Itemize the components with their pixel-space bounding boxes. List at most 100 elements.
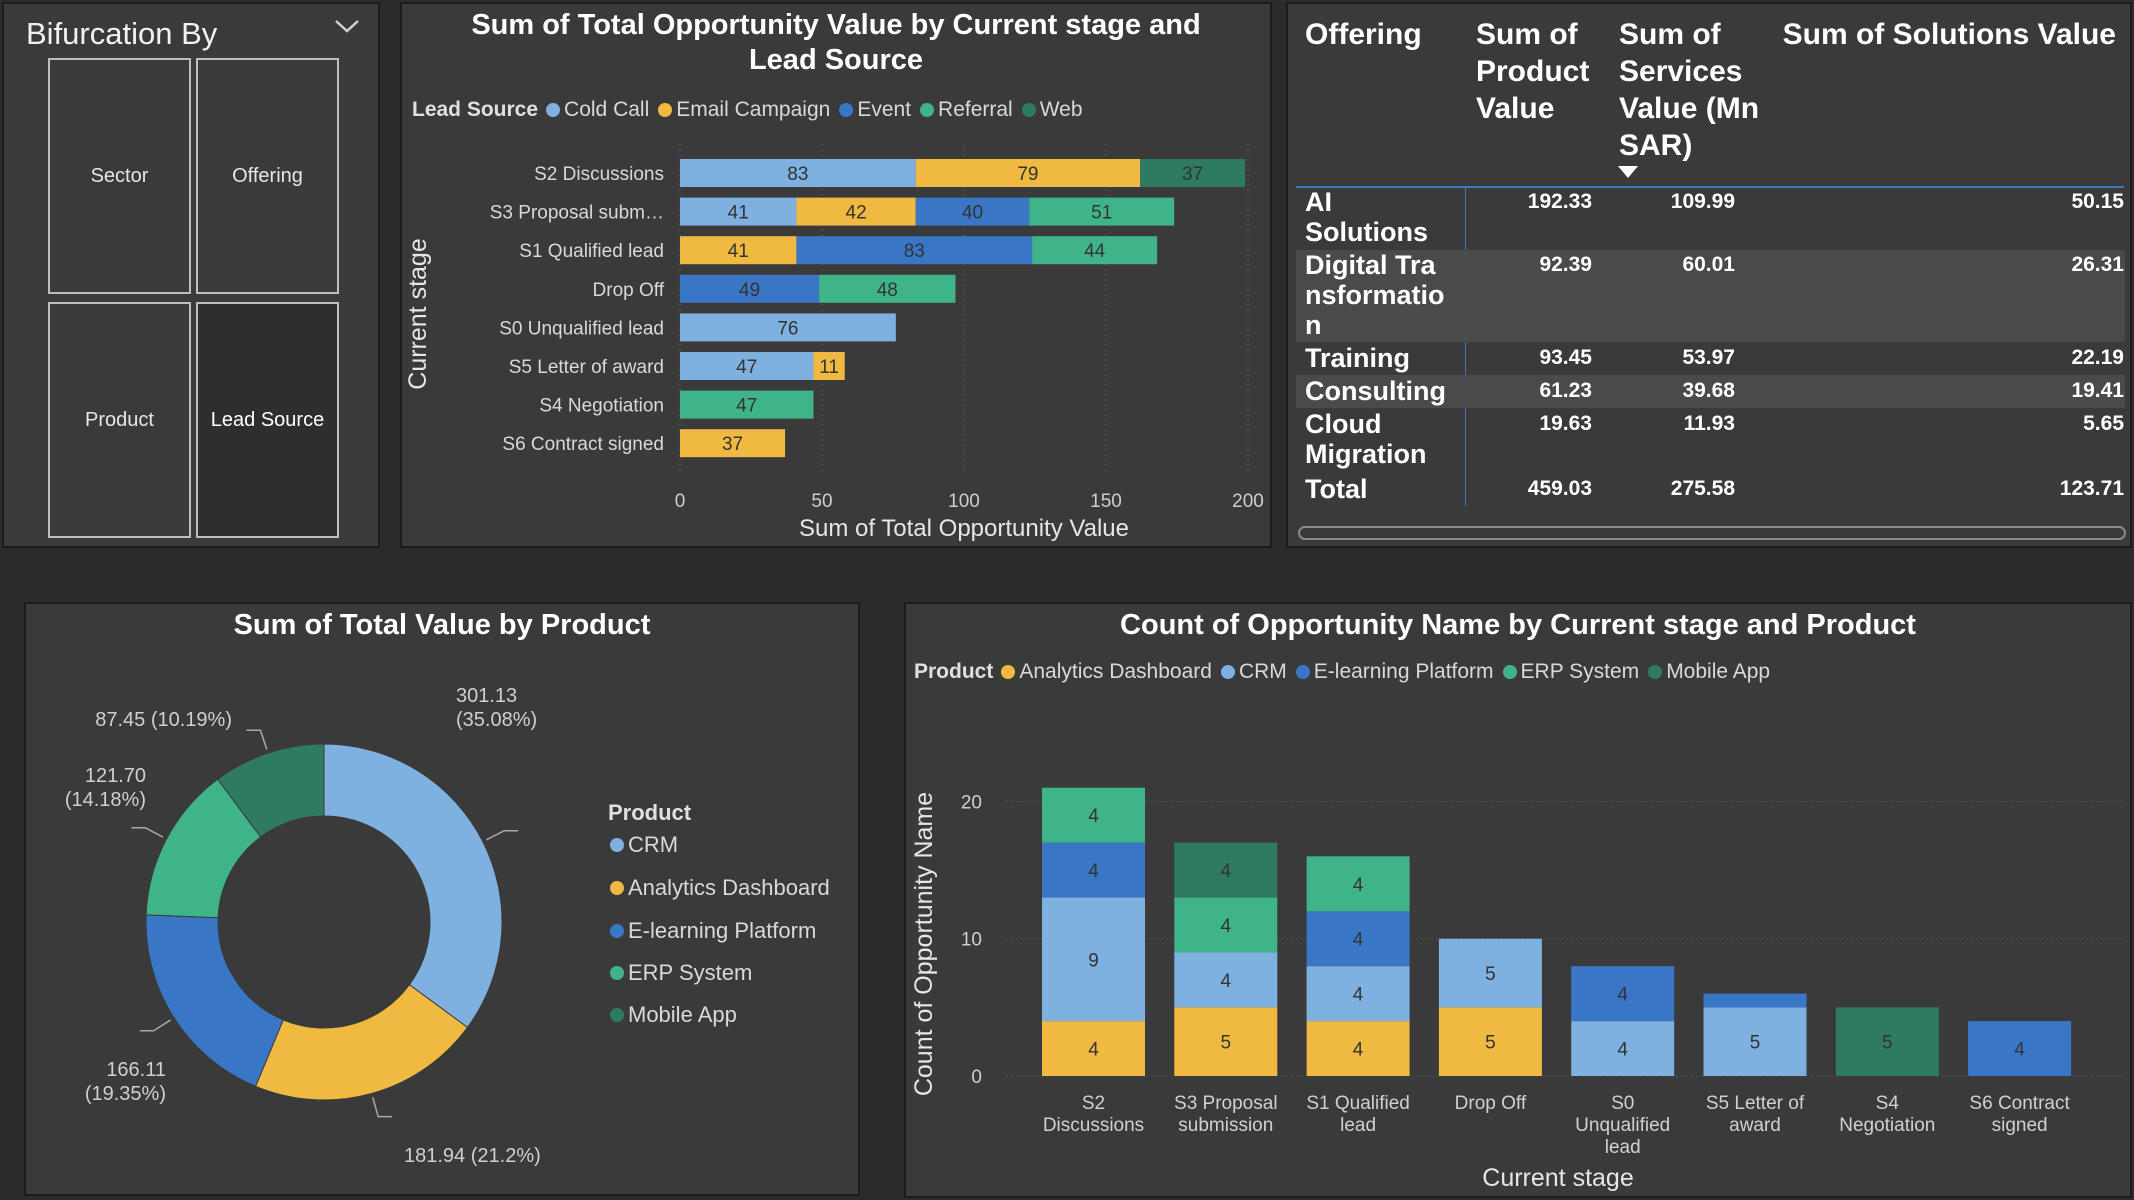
legend-label: Email Campaign bbox=[676, 98, 831, 121]
x-tick-label: Drop Off bbox=[1455, 1093, 1527, 1114]
slice-e-learning-platform[interactable] bbox=[145, 914, 284, 1087]
column-crm[interactable] bbox=[1703, 1007, 1807, 1076]
legend-item-analytics-dashboard[interactable]: Analytics Dashboard bbox=[1001, 660, 1212, 684]
bar-event[interactable] bbox=[915, 197, 1030, 226]
cell-product: 192.33 bbox=[1527, 190, 1592, 213]
bar-email-campaign[interactable] bbox=[796, 197, 916, 226]
column-e-learning-platform[interactable] bbox=[1968, 1021, 2072, 1076]
column-mobile-app[interactable] bbox=[1835, 1007, 1939, 1076]
legend-label: ERP System bbox=[628, 960, 753, 985]
column-analytics-dashboard[interactable] bbox=[1438, 1007, 1542, 1076]
legend-item-e-learning-platform[interactable]: E-learning Platform bbox=[1295, 660, 1494, 684]
col-header-solutions-value[interactable]: Sum of Solutions Value bbox=[1782, 18, 2116, 51]
column-erp-system[interactable] bbox=[1306, 856, 1410, 912]
column-erp-system[interactable] bbox=[1174, 897, 1278, 953]
column-crm[interactable] bbox=[1438, 938, 1542, 1008]
column-crm[interactable] bbox=[1042, 897, 1145, 1022]
col-header-services-value[interactable]: Sum of Services Value (Mn SAR) bbox=[1619, 18, 1760, 162]
legend-item-erp-system[interactable]: ERP System bbox=[1502, 660, 1639, 684]
legend-label: CRM bbox=[1238, 660, 1287, 683]
column-crm[interactable] bbox=[1174, 952, 1278, 1008]
y-tick-label: S3 Proposal subm… bbox=[490, 203, 664, 224]
bar-event[interactable] bbox=[796, 236, 1033, 265]
chevron-down-icon[interactable] bbox=[334, 18, 360, 39]
cell-product: 19.63 bbox=[1539, 412, 1592, 435]
leader-line bbox=[131, 827, 164, 838]
slice-crm[interactable] bbox=[323, 743, 503, 1029]
slice-analytics-dashboard[interactable] bbox=[254, 984, 469, 1101]
horizontal-scrollbar[interactable] bbox=[1298, 526, 2126, 540]
legend-item-e-learning-platform[interactable]: E-learning Platform bbox=[610, 918, 816, 944]
legend-item-cold-call[interactable]: Cold Call bbox=[546, 98, 649, 122]
slicer-option-product[interactable]: Product bbox=[48, 302, 191, 538]
bar-email-campaign[interactable] bbox=[915, 159, 1141, 187]
sort-down-icon[interactable] bbox=[1618, 166, 1638, 178]
column-analytics-dashboard[interactable] bbox=[1174, 1007, 1278, 1076]
data-label: 37 bbox=[722, 434, 743, 455]
bar-email-campaign[interactable] bbox=[680, 429, 786, 458]
legend-item-email-campaign[interactable]: Email Campaign bbox=[658, 98, 830, 122]
y-tick-label: S2 Discussions bbox=[534, 164, 664, 185]
x-axis-title: Sum of Total Opportunity Value bbox=[799, 515, 1129, 542]
column-crm[interactable] bbox=[1571, 1021, 1675, 1076]
slicer-option-sector[interactable]: Sector bbox=[48, 58, 191, 294]
column-analytics-dashboard[interactable] bbox=[1042, 1021, 1145, 1076]
legend-item-crm[interactable]: CRM bbox=[1220, 660, 1287, 684]
y-axis-title: Count of Opportunity Name bbox=[910, 792, 938, 1096]
column-analytics-dashboard[interactable] bbox=[1306, 1021, 1410, 1076]
cell-total-solutions: 123.71 bbox=[2059, 477, 2124, 500]
cell-offering: Digital Transformation bbox=[1305, 250, 1445, 340]
cell-services: 60.01 bbox=[1682, 253, 1735, 276]
column-e-learning-platform[interactable] bbox=[1571, 966, 1675, 1022]
bar-cold-call[interactable] bbox=[680, 313, 896, 342]
bar-web[interactable] bbox=[1140, 159, 1246, 187]
bar-cold-call[interactable] bbox=[680, 197, 797, 226]
x-tick-label: 150 bbox=[1090, 491, 1122, 512]
cell-solutions: 26.31 bbox=[2071, 253, 2124, 276]
column-erp-system[interactable] bbox=[1042, 787, 1145, 843]
cell-services: 109.99 bbox=[1670, 190, 1735, 213]
header-divider bbox=[1296, 186, 2124, 188]
legend-item-erp-system[interactable]: ERP System bbox=[610, 960, 752, 986]
column-e-learning-platform[interactable] bbox=[1042, 842, 1145, 898]
slice-mobile-app[interactable] bbox=[216, 743, 325, 838]
bar-cold-call[interactable] bbox=[680, 352, 814, 380]
bar-email-campaign[interactable] bbox=[680, 236, 797, 265]
bar-referral[interactable] bbox=[1029, 197, 1175, 226]
y-tick-label: S0 Unqualified lead bbox=[499, 318, 664, 339]
data-label: 4 bbox=[1353, 985, 1364, 1006]
column-e-learning-platform[interactable] bbox=[1703, 993, 1807, 1008]
data-label: 41 bbox=[728, 203, 749, 224]
count-by-stage-product-panel: Count of Opportunity Name by Current sta… bbox=[904, 602, 2132, 1198]
column-e-learning-platform[interactable] bbox=[1306, 911, 1410, 967]
bar-cold-call[interactable] bbox=[680, 159, 916, 187]
bar-referral[interactable] bbox=[819, 274, 956, 303]
x-tick-label: S1 Qualified lead bbox=[1306, 1093, 1410, 1136]
lead-source-legend: Lead Source Cold Call Email Campaign Eve… bbox=[412, 98, 1092, 122]
bar-referral[interactable] bbox=[680, 390, 814, 419]
slicer-option-lead-source[interactable]: Lead Source bbox=[196, 302, 339, 538]
bar-event[interactable] bbox=[680, 274, 820, 303]
col-header-product-value[interactable]: Sum of Product Value bbox=[1476, 18, 1590, 125]
data-label: 5 bbox=[1750, 1033, 1761, 1054]
col-header-offering[interactable]: Offering bbox=[1305, 18, 1422, 51]
legend-item-analytics-dashboard[interactable]: Analytics Dashboard bbox=[610, 875, 830, 901]
column-crm[interactable] bbox=[1306, 966, 1410, 1022]
cell-offering: Training bbox=[1305, 343, 1411, 373]
table-row[interactable] bbox=[1296, 250, 2125, 342]
y-tick-label: 20 bbox=[961, 792, 982, 813]
data-label: 49 bbox=[739, 280, 760, 301]
legend-item-referral[interactable]: Referral bbox=[920, 98, 1013, 122]
legend-item-event[interactable]: Event bbox=[839, 98, 911, 122]
bar-referral[interactable] bbox=[1032, 236, 1158, 265]
legend-item-mobile-app[interactable]: Mobile App bbox=[1648, 660, 1770, 684]
legend-item-mobile-app[interactable]: Mobile App bbox=[610, 1002, 737, 1028]
x-tick-label: S3 Proposal submission bbox=[1174, 1093, 1278, 1136]
table-row[interactable] bbox=[1296, 375, 2125, 408]
bar-email-campaign[interactable] bbox=[813, 352, 845, 380]
x-axis-title: Current stage bbox=[1482, 1164, 1633, 1192]
column-mobile-app[interactable] bbox=[1174, 842, 1278, 898]
slicer-option-offering[interactable]: Offering bbox=[196, 58, 339, 294]
legend-item-web[interactable]: Web bbox=[1021, 98, 1083, 122]
legend-item-crm[interactable]: CRM bbox=[610, 832, 678, 858]
